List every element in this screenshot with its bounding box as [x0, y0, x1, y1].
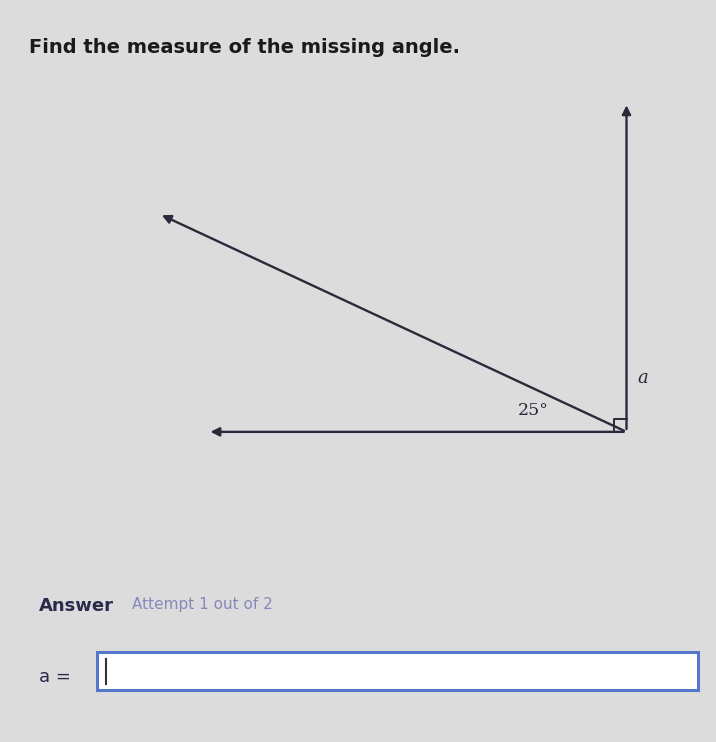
Text: Find the measure of the missing angle.: Find the measure of the missing angle. — [29, 38, 460, 57]
FancyBboxPatch shape — [97, 652, 698, 689]
Text: 25°: 25° — [518, 402, 549, 419]
Text: a: a — [637, 370, 648, 387]
Text: Attempt 1 out of 2: Attempt 1 out of 2 — [132, 597, 274, 611]
Text: Answer: Answer — [39, 597, 115, 614]
Text: a =: a = — [39, 668, 72, 686]
